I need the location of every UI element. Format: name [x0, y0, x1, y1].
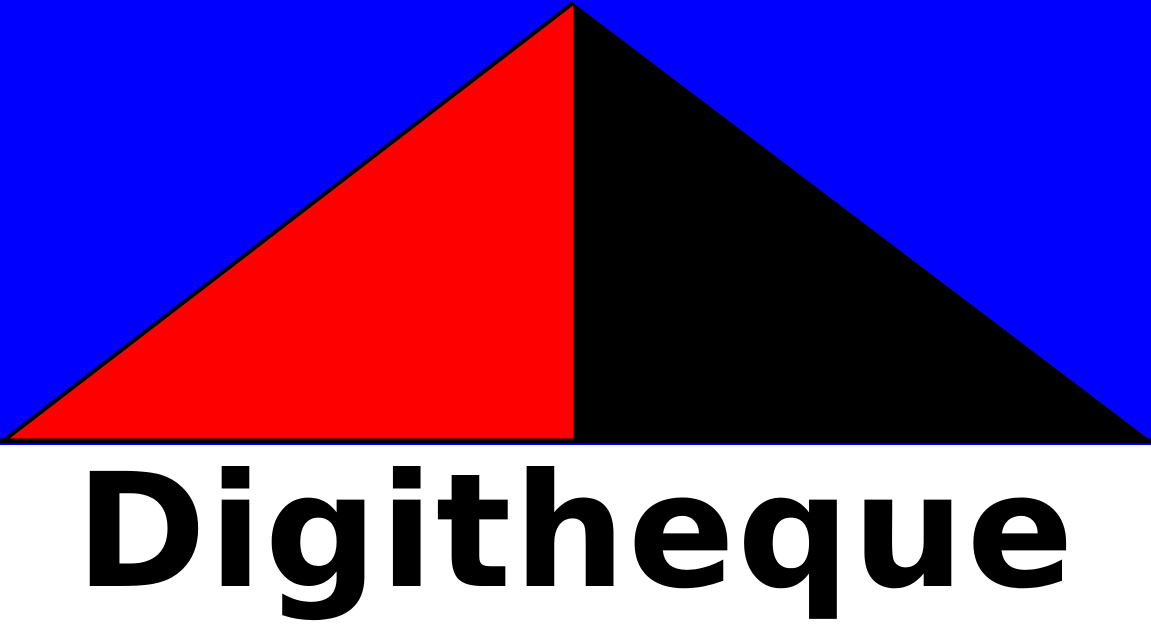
black-pyramid-face — [573, 3, 1151, 441]
wordmark-text: Digitheque — [75, 440, 1076, 624]
pyramid-banner-graphic — [0, 0, 1151, 445]
pyramid-left-edge — [1, 1, 575, 443]
